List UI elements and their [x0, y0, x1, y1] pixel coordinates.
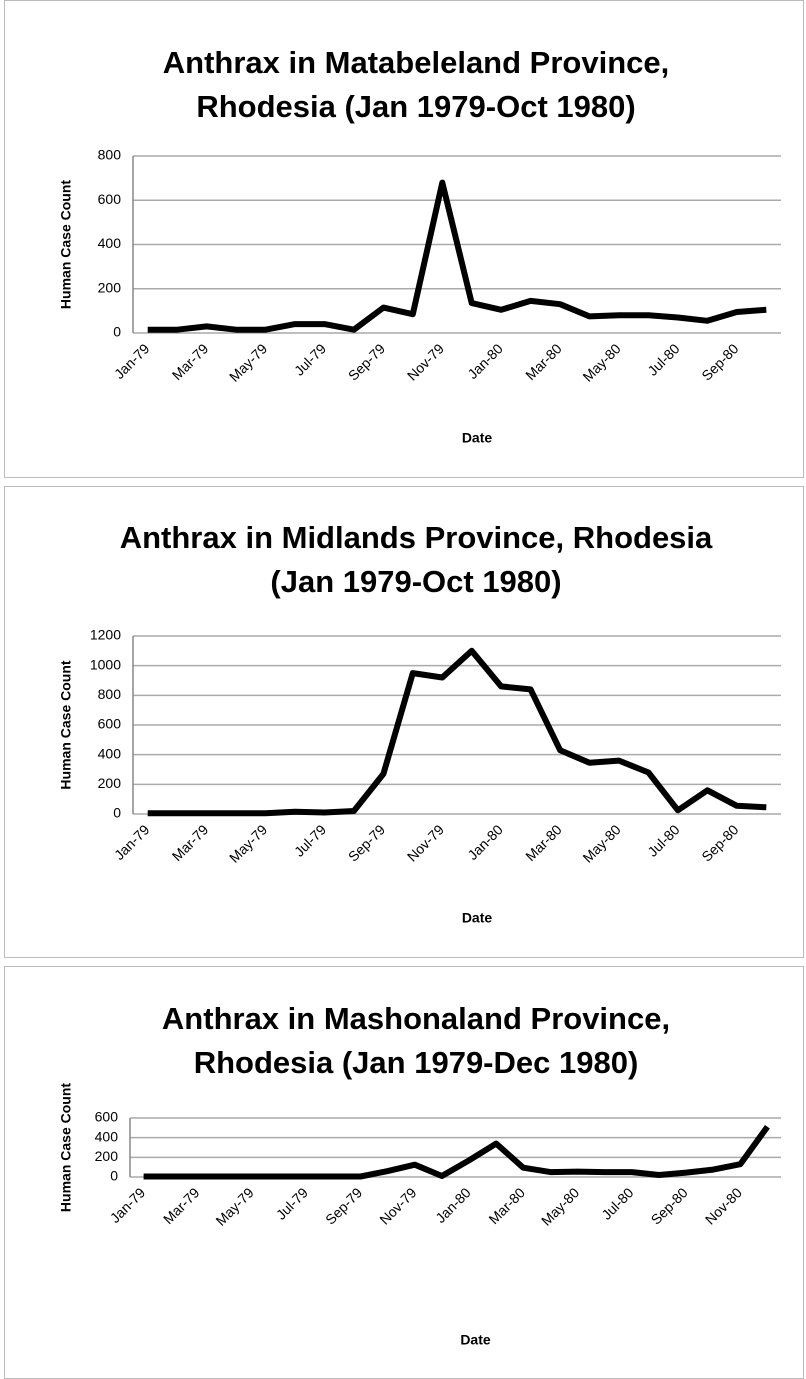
y-tick-label: 400	[95, 1128, 119, 1144]
chart-panel: Anthrax in Midlands Province, Rhodesia (…	[4, 486, 804, 958]
x-tick-label: Sep-80	[698, 821, 741, 864]
x-tick-label: Jan-79	[111, 340, 153, 382]
x-tick-label: Nov-80	[702, 1184, 745, 1227]
x-tick-label: Mar-80	[522, 821, 565, 864]
x-tick-label: Nov-79	[404, 340, 447, 383]
y-axis-title: Human Case Count	[58, 1083, 74, 1212]
x-tick-label: Sep-79	[345, 821, 388, 864]
x-tick-label: Jul-79	[273, 1184, 311, 1222]
x-tick-label: Nov-79	[376, 1184, 419, 1227]
x-tick-label: Sep-80	[648, 1184, 691, 1227]
data-line	[147, 179, 767, 333]
x-axis-title: Date	[462, 430, 493, 446]
x-tick-label: Sep-79	[322, 1184, 365, 1227]
x-tick-label: Jan-80	[464, 821, 506, 863]
y-tick-label: 0	[113, 805, 121, 821]
y-axis-title: Human Case Count	[58, 660, 74, 789]
x-tick-label: Jan-79	[107, 1184, 149, 1226]
y-tick-label: 200	[98, 775, 122, 791]
x-tick-label: Mar-79	[169, 340, 212, 383]
x-tick-label: May-79	[226, 821, 270, 865]
y-tick-label: 0	[113, 324, 121, 340]
x-axis-title: Date	[460, 1332, 491, 1348]
y-tick-label: 1000	[90, 656, 121, 672]
x-tick-label: Jul-80	[644, 340, 682, 378]
x-tick-label: Sep-80	[698, 340, 741, 383]
chart-title: Anthrax in Matabeleland Province, Rhodes…	[162, 45, 670, 124]
y-tick-label: 800	[98, 147, 122, 163]
chart-panel: Anthrax in Matabeleland Province, Rhodes…	[4, 0, 804, 478]
x-tick-label: Jul-79	[291, 340, 329, 378]
x-tick-label: Jan-80	[432, 1184, 474, 1226]
y-tick-label: 800	[98, 686, 122, 702]
x-tick-label: Jan-79	[111, 821, 153, 863]
x-axis-title: Date	[462, 910, 493, 926]
chart-panel: Anthrax in Mashonaland Province, Rhodesi…	[4, 966, 804, 1379]
y-tick-label: 600	[98, 716, 122, 732]
y-axis-title: Human Case Count	[58, 180, 74, 309]
y-tick-label: 600	[98, 191, 122, 207]
chart: 0 200 400 600 800 Jan-79 Mar-79 May-79 Jul-79 Sep…	[58, 147, 781, 446]
x-tick-label: Nov-79	[404, 821, 447, 864]
x-tick-label: Jul-80	[644, 821, 682, 859]
data-line	[143, 1125, 770, 1180]
x-tick-label: May-80	[579, 821, 623, 865]
x-tick-label: Sep-79	[345, 340, 388, 383]
y-tick-label: 0	[110, 1168, 118, 1184]
x-tick-label: May-79	[226, 340, 270, 384]
x-tick-label: May-80	[538, 1184, 582, 1228]
x-tick-label: Mar-80	[522, 340, 565, 383]
x-tick-label: Jan-80	[464, 340, 506, 382]
x-tick-label: Mar-80	[485, 1184, 528, 1227]
x-tick-label: May-79	[212, 1184, 256, 1228]
y-tick-label: 400	[98, 235, 122, 251]
x-tick-label: Mar-79	[169, 821, 212, 864]
y-tick-label: 1200	[90, 627, 121, 643]
chart-title: Anthrax in Midlands Province, Rhodesia (…	[119, 520, 713, 599]
x-tick-label: Jul-80	[598, 1184, 636, 1222]
x-tick-label: Jul-79	[291, 821, 329, 859]
x-tick-label: May-80	[579, 340, 623, 384]
y-tick-label: 200	[98, 279, 122, 295]
chart-title: Anthrax in Mashonaland Province, Rhodesi…	[161, 1001, 671, 1080]
data-line	[147, 647, 767, 817]
x-tick-label: Mar-79	[160, 1184, 203, 1227]
chart: 0 200 400 600 Jan-79 Mar-79 May-79 Jul-79 Sep-79…	[58, 1083, 781, 1348]
y-tick-label: 200	[95, 1148, 119, 1164]
y-tick-label: 400	[98, 745, 122, 761]
chart: 0 200 400 600 800 1000 1200 Jan-79 Mar-79 May-79 J…	[58, 627, 781, 926]
y-tick-label: 600	[95, 1109, 119, 1125]
